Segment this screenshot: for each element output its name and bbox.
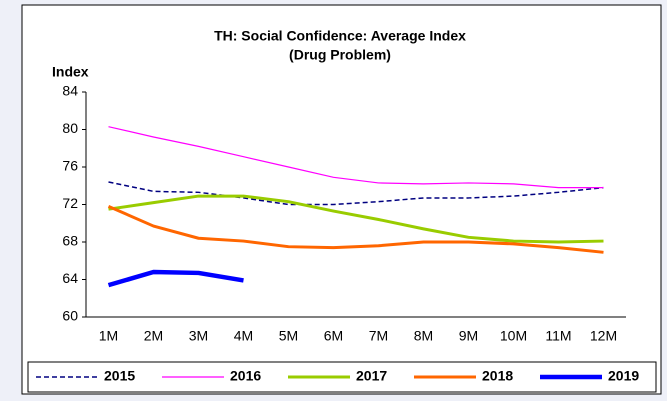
series-line [108,194,604,244]
y-tick-label: 68 [62,233,78,249]
legend-label: 2019 [608,368,639,384]
legend-label: 2015 [104,368,135,384]
series-line [108,181,604,206]
legend-label: 2017 [356,368,387,384]
x-tick-label: 9M [459,328,478,344]
y-tick-label: 80 [62,120,78,136]
x-tick-label: 1M [99,328,118,344]
y-tick-label: 76 [62,158,78,174]
chart-subtitle: (Drug Problem) [289,47,391,63]
y-tick-label: 72 [62,195,78,211]
legend-label: 2018 [482,368,513,384]
x-tick-label: 6M [324,328,343,344]
x-tick-label: 2M [144,328,163,344]
x-tick-label: 7M [369,328,388,344]
x-tick-label: 10M [500,328,527,344]
chart-frame [21,4,662,395]
y-tick-label: 64 [62,270,78,286]
y-axis-label: Index [52,64,89,80]
x-tick-label: 4M [234,328,253,344]
y-tick-label: 84 [62,83,78,99]
x-tick-label: 3M [189,328,208,344]
x-tick-label: 8M [414,328,433,344]
series-line [107,205,604,254]
series-line [107,269,244,288]
x-tick-label: 11M [545,328,571,344]
legend-label: 2016 [230,368,261,384]
x-tick-label: 5M [279,328,298,344]
x-tick-label: 12M [590,328,617,344]
chart-title: TH: Social Confidence: Average Index [214,28,466,44]
series-line [108,126,604,189]
y-tick-label: 60 [62,308,78,324]
